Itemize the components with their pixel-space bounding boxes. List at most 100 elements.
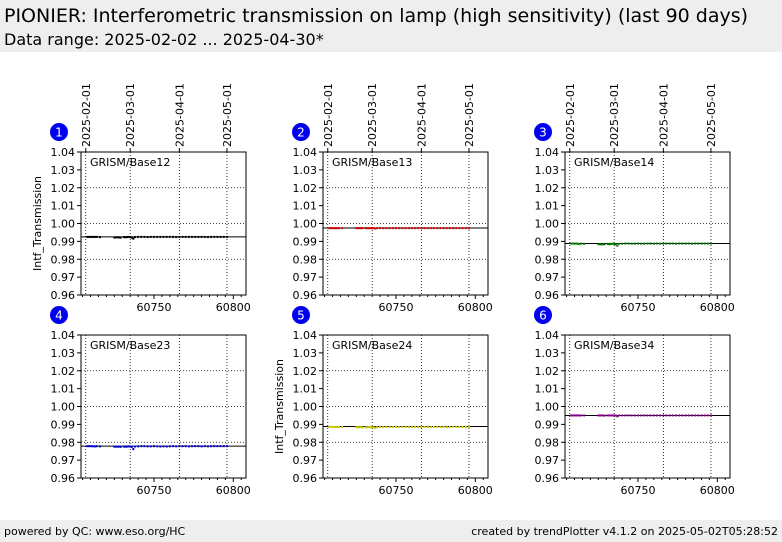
data-point — [361, 426, 364, 429]
data-point — [216, 235, 219, 238]
data-point — [92, 235, 95, 238]
date-tick-label: 2025-05-01 — [463, 83, 476, 147]
data-point — [464, 227, 467, 230]
data-point — [91, 235, 94, 238]
y-tick-label: 1.01 — [293, 383, 318, 396]
data-point — [630, 414, 633, 417]
data-point — [583, 414, 586, 417]
data-point — [127, 445, 130, 448]
data-point — [597, 243, 600, 246]
data-point — [388, 426, 391, 429]
data-point — [329, 425, 332, 428]
data-point — [95, 235, 98, 238]
data-point — [372, 227, 375, 230]
data-point — [94, 445, 97, 448]
data-point — [570, 414, 573, 417]
x-tick-label: 60800 — [216, 484, 251, 497]
panel-number: 4 — [55, 309, 63, 323]
data-point — [614, 414, 617, 417]
data-point — [613, 242, 616, 245]
data-point — [375, 227, 378, 230]
data-point — [643, 414, 646, 417]
data-point — [600, 414, 603, 417]
data-point — [379, 426, 382, 429]
data-point — [640, 242, 643, 245]
y-tick-label: 1.00 — [535, 218, 560, 231]
data-point — [646, 414, 649, 417]
data-point — [426, 227, 429, 230]
y-tick-label: 1.00 — [293, 218, 318, 231]
data-point — [222, 445, 225, 448]
panel-number-badge — [292, 306, 310, 324]
header-bar: PIONIER: Interferometric transmission on… — [0, 0, 782, 52]
data-point — [371, 227, 374, 230]
data-point — [687, 242, 690, 245]
y-tick-label: 1.02 — [51, 365, 76, 378]
x-tick-label: 60800 — [458, 301, 493, 314]
data-point — [143, 445, 146, 448]
data-point — [159, 445, 162, 448]
data-point — [140, 235, 143, 238]
data-point — [341, 227, 344, 230]
data-point — [467, 425, 470, 428]
y-tick-label: 1.02 — [535, 182, 560, 195]
data-point — [414, 425, 417, 428]
data-point — [448, 227, 451, 230]
data-point — [337, 425, 340, 428]
data-point — [627, 242, 630, 245]
x-tick-label: 60750 — [620, 301, 655, 314]
data-point — [334, 227, 337, 230]
date-tick-label: 2025-05-01 — [705, 83, 718, 147]
data-point — [678, 414, 681, 417]
data-point — [407, 426, 410, 429]
data-point — [360, 426, 363, 429]
data-point — [617, 414, 620, 417]
data-point — [401, 426, 404, 429]
data-point — [603, 414, 606, 417]
data-point — [162, 445, 165, 448]
data-point — [133, 236, 136, 239]
y-tick-label: 0.99 — [293, 235, 318, 248]
data-point — [433, 227, 436, 230]
data-point — [197, 235, 200, 238]
data-point — [356, 227, 359, 230]
date-tick-label: 2025-02-01 — [322, 83, 335, 147]
data-point — [156, 445, 159, 448]
data-point — [369, 227, 372, 230]
y-tick-label: 1.03 — [293, 164, 318, 177]
data-point — [368, 426, 371, 429]
chart-panel-1: 0.96 0.97 0.98 0.99 1.00 1.01 1.02 1.03 1.04 6075… — [31, 83, 251, 314]
data-point — [385, 227, 388, 230]
data-point — [429, 426, 432, 429]
data-point — [602, 414, 605, 417]
data-point — [118, 236, 121, 239]
y-tick-label: 1.04 — [51, 146, 76, 159]
data-point — [127, 235, 130, 238]
data-point — [681, 414, 684, 417]
footer-bar: powered by QC: www.eso.org/HC created by… — [0, 520, 782, 542]
y-tick-label: 0.99 — [51, 418, 76, 431]
data-point — [361, 227, 364, 230]
data-point — [452, 425, 455, 428]
y-tick-label: 0.97 — [535, 271, 560, 284]
data-point — [608, 414, 611, 417]
y-tick-label: 0.97 — [51, 271, 76, 284]
data-point — [570, 242, 573, 245]
y-tick-label: 0.96 — [51, 289, 76, 302]
data-point — [385, 425, 388, 428]
data-point — [442, 227, 445, 230]
data-point — [172, 235, 175, 238]
data-point — [225, 445, 228, 448]
data-point — [114, 236, 117, 239]
y-tick-label: 1.03 — [535, 347, 560, 360]
x-tick-label: 60800 — [700, 301, 735, 314]
data-point — [168, 235, 171, 238]
chart-panel-5: 0.96 0.97 0.98 0.99 1.00 1.01 1.02 1.03 1.04 6075… — [273, 306, 493, 497]
data-point — [219, 445, 222, 448]
panel-number-badge — [50, 306, 68, 324]
data-point — [168, 445, 171, 448]
data-point — [640, 414, 643, 417]
data-point — [598, 414, 601, 417]
y-tick-label: 1.04 — [535, 146, 560, 159]
data-point — [627, 414, 630, 417]
